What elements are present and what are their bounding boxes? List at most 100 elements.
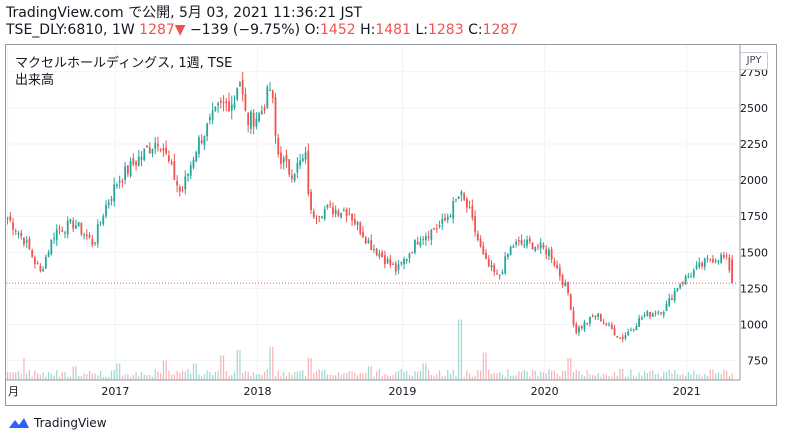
candle-body <box>646 311 649 316</box>
candle-body <box>651 313 654 317</box>
volume-bar <box>173 374 175 380</box>
volume-bar <box>419 371 422 380</box>
candle-body <box>244 93 247 111</box>
volume-bar <box>444 375 446 380</box>
candle-body <box>96 224 99 244</box>
candle-body <box>605 323 608 325</box>
volume-bar <box>422 363 424 380</box>
candle-body <box>709 259 712 261</box>
down-arrow-icon: ▼ <box>174 22 186 38</box>
candle-body <box>485 253 487 259</box>
candle-body <box>146 145 148 148</box>
volume-bar <box>91 373 93 380</box>
volume-bar <box>86 374 88 380</box>
x-tick-label: 2018 <box>244 385 272 398</box>
candle-body <box>419 241 422 246</box>
volume-bar <box>559 376 561 380</box>
volume-bar <box>436 374 438 380</box>
volume-bar <box>622 369 624 380</box>
volume-bar <box>392 374 394 380</box>
volume-bar <box>586 370 588 380</box>
volume-bar <box>247 371 249 380</box>
volume-bar <box>9 372 11 380</box>
volume-bar <box>425 363 427 380</box>
candle-body <box>479 239 482 247</box>
candle-body <box>643 314 646 317</box>
candle-body <box>424 236 427 241</box>
volume-bar <box>474 375 476 380</box>
candle-body <box>356 221 359 226</box>
volume-bar <box>572 372 575 380</box>
candle-body <box>408 253 411 259</box>
candle-body <box>299 160 302 166</box>
candle-body <box>148 147 151 154</box>
tradingview-brand[interactable]: TradingView <box>8 416 107 430</box>
volume-bar <box>340 374 342 380</box>
volume-bar <box>283 371 285 380</box>
candle-body <box>703 258 706 267</box>
candle-body <box>83 234 86 236</box>
candle-body <box>422 239 425 241</box>
volume-bar <box>635 376 638 380</box>
candle-body <box>28 238 31 250</box>
candle-body <box>698 262 701 267</box>
candle-body <box>630 329 632 331</box>
candle-body <box>531 243 534 250</box>
volume-bar <box>630 369 632 380</box>
volume-bar <box>660 376 662 380</box>
volume-bar <box>269 347 271 380</box>
volume-bar <box>296 371 298 380</box>
candle-body <box>692 270 695 277</box>
volume-bar <box>285 375 288 380</box>
volume-bar <box>479 370 482 380</box>
candle-body <box>638 318 641 327</box>
candle-body <box>619 337 621 339</box>
volume-bar <box>75 366 77 380</box>
volume-bar <box>23 358 25 380</box>
candle-body <box>621 336 624 339</box>
candle-body <box>211 110 214 120</box>
y-tick-label: 1750 <box>740 210 768 223</box>
candle-body <box>342 210 345 212</box>
candle-body <box>720 254 723 263</box>
candle-body <box>64 232 66 234</box>
candle-body <box>217 103 219 106</box>
candle-body <box>85 234 88 236</box>
candle-body <box>249 111 252 129</box>
candle-body <box>301 158 304 161</box>
candle-body <box>608 324 610 326</box>
volume-bar <box>261 375 263 380</box>
candle-body <box>444 217 446 221</box>
volume-bar <box>676 374 679 380</box>
candle-body <box>170 162 173 164</box>
candle-body <box>323 208 326 219</box>
volume-bar <box>575 369 577 380</box>
candle-body <box>165 147 168 154</box>
volume-bar <box>220 355 222 380</box>
volume-bar <box>685 376 687 380</box>
candle-body <box>236 88 239 100</box>
candle-body <box>386 259 389 263</box>
volume-bar <box>72 366 74 380</box>
candle-body <box>564 282 567 287</box>
volume-bar <box>553 370 555 380</box>
high-label: H: <box>360 22 376 38</box>
volume-bar <box>556 373 558 380</box>
volume-bar <box>493 372 495 380</box>
price-candles <box>6 71 733 343</box>
volume-bar <box>471 376 473 380</box>
last-price: 1287 <box>139 22 175 38</box>
candle-body <box>684 276 687 285</box>
currency-badge[interactable]: JPY <box>740 52 768 70</box>
candle-body <box>162 147 165 151</box>
volume-legend-label: 出来高 <box>15 73 55 88</box>
candle-body <box>58 228 61 230</box>
volume-bar <box>668 369 670 380</box>
volume-bar <box>214 371 216 380</box>
volume-bar <box>638 372 640 380</box>
volume-bar <box>201 376 203 380</box>
volume-bar <box>206 370 208 380</box>
candle-body <box>553 261 556 266</box>
candle-body <box>362 231 364 238</box>
